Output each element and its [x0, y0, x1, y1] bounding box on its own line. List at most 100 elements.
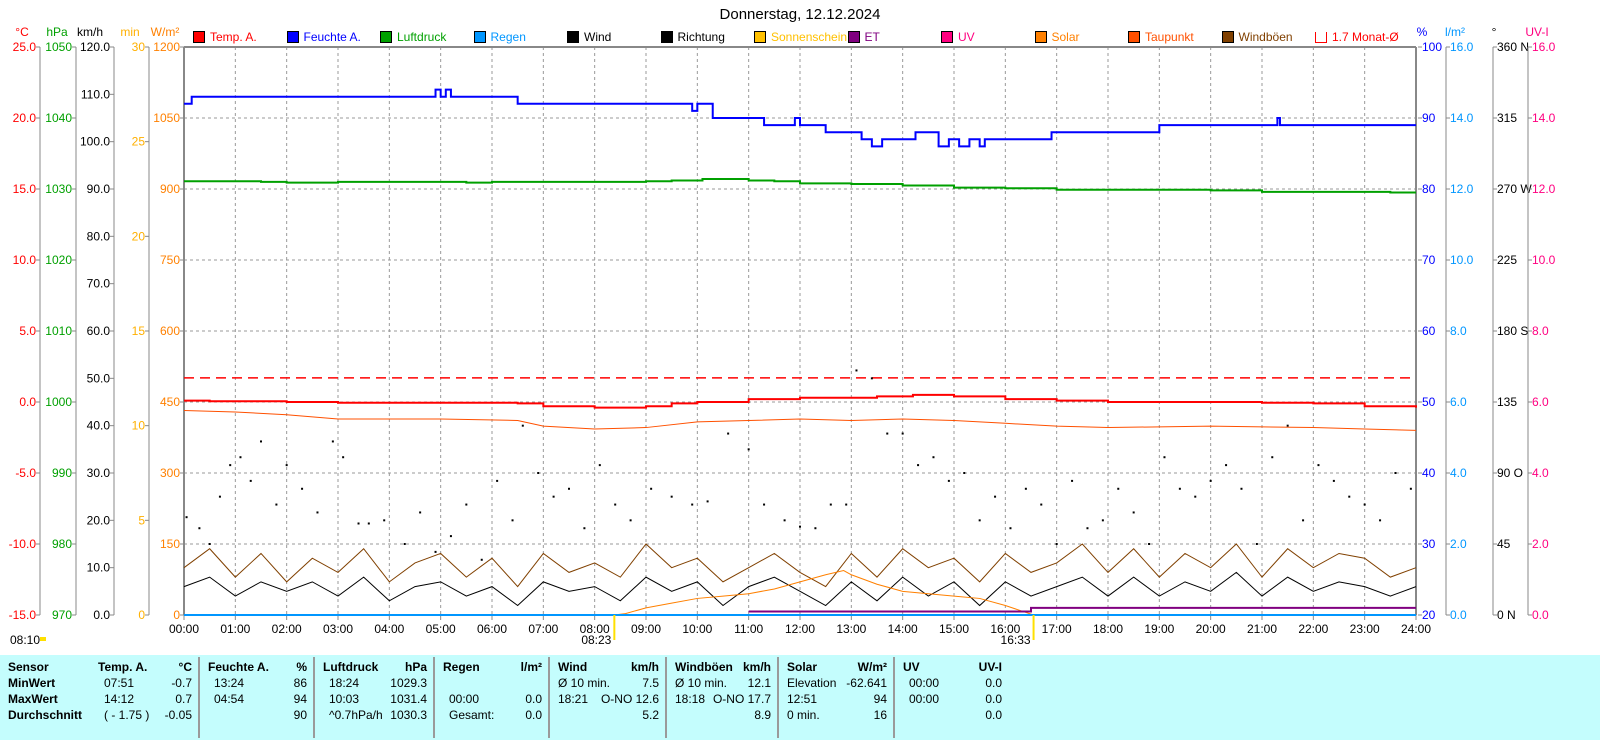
axis-tick-label-uv: 10.0: [1532, 253, 1556, 267]
direction-point: [650, 487, 653, 490]
cell-time: ( - 1.75 ): [104, 708, 150, 722]
table-header-unit: UV-I: [978, 660, 1002, 674]
x-tick-label: 02:00: [272, 622, 302, 636]
cell-time: Elevation: [787, 676, 837, 690]
table-header-unit: W/m²: [857, 660, 887, 674]
axis-tick-label-temp: 20.0: [13, 111, 37, 125]
weather-chart: 00:00 01:00 02:00 03:00 04:00 05:00 06:00 07:00…: [9, 25, 1556, 647]
direction-point: [855, 369, 858, 372]
table-header-row: Sensor Temp. A. °C Feuchte A.% Luftdruck hPa R…: [0, 660, 1600, 676]
direction-point: [434, 550, 437, 553]
direction-point: [260, 440, 262, 443]
legend-label: Taupunkt: [1145, 30, 1194, 44]
direction-point: [1148, 543, 1151, 545]
direction-point: [799, 525, 801, 528]
axis-unit-sunshine: min: [120, 25, 139, 39]
cell-time: Ø 10 min.: [558, 676, 611, 690]
axis-tick-label-pressure: 1030: [45, 182, 72, 196]
axis-unit-rain: l/m²: [1445, 25, 1465, 39]
axis-tick-label-pressure: 990: [52, 466, 72, 480]
axis-unit-wind: km/h: [77, 25, 103, 39]
legend-item: Solar: [1034, 30, 1080, 44]
axis-tick-label-rain: 8.0: [1450, 324, 1467, 338]
series-solar: [184, 569, 1416, 616]
axis-tick-label-direction: 180 S: [1497, 324, 1528, 338]
series-luftdruck: [184, 178, 1416, 194]
direction-point: [342, 456, 345, 459]
direction-point: [1225, 464, 1228, 467]
axis-tick-label-pressure: 1000: [45, 395, 72, 409]
axis-tick-label-direction: 270 W: [1497, 182, 1532, 196]
series-feuchte-a-: [184, 88, 1416, 148]
direction-point: [198, 527, 201, 530]
x-tick-label: 21:00: [1247, 622, 1277, 636]
axis-tick-label-solar: 900: [160, 182, 180, 196]
direction-point: [1194, 495, 1197, 498]
axis-tick-label-pressure: 980: [52, 537, 72, 551]
cell-value: 8.9: [754, 708, 771, 722]
direction-point: [403, 543, 406, 545]
direction-point: [670, 495, 673, 498]
axis-tick-label-rain: 6.0: [1450, 395, 1467, 409]
legend-swatch: [754, 31, 766, 43]
direction-point: [1024, 487, 1027, 490]
column-divider: [777, 657, 779, 738]
legend-swatch: [286, 31, 299, 43]
cell-value: -0.05: [164, 708, 192, 722]
row-label: MaxWert: [8, 692, 58, 706]
direction-point: [727, 432, 730, 435]
cell-time: 18:24: [329, 676, 360, 690]
axis-tick-label-sunshine: 0: [138, 608, 145, 622]
direction-point: [691, 503, 694, 506]
direction-point: [829, 503, 832, 506]
cell-value: -62.641: [846, 676, 887, 690]
direction-point: [978, 519, 981, 522]
axis-tick-label-pressure: 1040: [45, 111, 72, 125]
x-tick-label: 15:00: [939, 622, 969, 636]
axis-tick-label-sunshine: 10: [132, 419, 146, 433]
direction-point: [598, 464, 601, 467]
cell-time: 07:51: [104, 676, 135, 690]
x-tick-label: 12:00: [785, 622, 815, 636]
axis-tick-label-humidity: 20: [1422, 608, 1436, 622]
cell-time: 00:00: [909, 676, 940, 690]
legend-swatch: [567, 31, 579, 43]
legend-item: 1.7 Monat-Ø: [1315, 30, 1399, 44]
cell-value: 12.1: [747, 676, 771, 690]
table-row: MinWert 07:51 -0.7 13:24 86 18:24 1029.3 Ø 10 m…: [0, 676, 1600, 692]
axis-tick-label-solar: 1200: [153, 40, 180, 54]
direction-point: [947, 479, 950, 482]
axis-tick-label-humidity: 30: [1422, 537, 1436, 551]
axis-tick-label-temp: 0.0: [19, 395, 36, 409]
x-tick-label: 24:00: [1401, 622, 1431, 636]
direction-point: [1040, 503, 1043, 506]
x-tick-label: 05:00: [426, 622, 456, 636]
column-divider: [198, 657, 200, 738]
direction-point: [331, 440, 334, 443]
direction-point: [1286, 424, 1289, 427]
cell-time: 18:21: [558, 692, 589, 706]
cell-value: 90: [293, 708, 307, 722]
axis-tick-label-wind: 40.0: [87, 419, 111, 433]
table-header: Wind: [558, 660, 588, 674]
sunrise-label: 08:23: [581, 633, 611, 647]
axis-tick-label-direction: 225: [1497, 253, 1517, 267]
legend-swatch: [193, 31, 205, 43]
direction-point: [747, 448, 750, 451]
cell-time: 00:00: [449, 692, 480, 706]
axis-tick-label-solar: 0: [173, 608, 180, 622]
sunshine-duration-label: 08:10: [10, 633, 40, 647]
direction-point: [521, 424, 524, 427]
axis-tick-label-wind: 50.0: [87, 371, 111, 385]
cell-value: -0.7: [171, 676, 192, 690]
direction-point: [568, 487, 570, 490]
x-tick-label: 16:00: [990, 622, 1020, 636]
table-row: Durchschnitt ( - 1.75 ) -0.05 90 ^0.7hPa/h 10…: [0, 708, 1600, 724]
axis-tick-label-wind: 90.0: [87, 182, 111, 196]
direction-point: [783, 519, 786, 522]
x-tick-label: 13:00: [836, 622, 866, 636]
cell-time: 00:00: [909, 692, 940, 706]
x-tick-label: 08:00: [580, 622, 610, 636]
table-row: MaxWert 14:12 0.7 04:54 94 10:03 1031.4 00:00 0.…: [0, 692, 1600, 708]
direction-point: [886, 432, 889, 435]
